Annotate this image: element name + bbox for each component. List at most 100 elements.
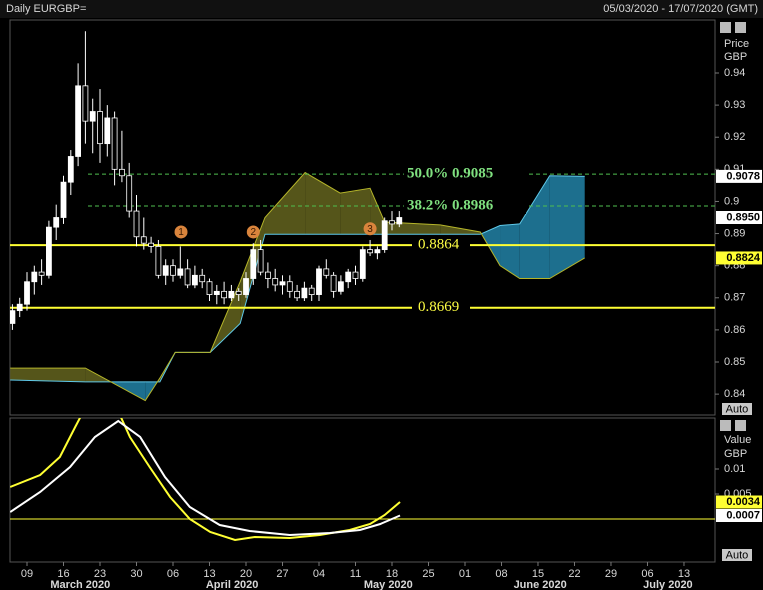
candle-body [367,249,373,254]
price-marker [716,495,762,509]
cloud-fill [264,172,306,235]
main-plot [10,31,715,402]
candle-body [279,281,286,286]
candle-body [24,281,30,305]
y-tick-label: 0.87 [724,292,745,304]
panel-icon[interactable] [720,22,731,33]
candle-body [308,287,315,295]
x-tick-label: 25 [422,568,434,580]
level-label: 0.8864 [418,237,460,253]
annotation-label: 1 [178,227,184,238]
y-tick-label: 0.01 [724,463,745,475]
x-tick-label: 30 [130,568,142,580]
candle-body [352,271,359,279]
y-tick-label: 0.92 [724,131,745,143]
x-tick-label: 20 [240,568,252,580]
candle-body [243,278,249,295]
x-tick-label: 09 [21,568,33,580]
cloud-fill [384,221,441,235]
price-marker-label: 0.8950 [726,211,760,223]
candle-body [16,303,23,312]
month-label: April 2020 [206,579,259,590]
candle-body [381,220,388,251]
price-marker-label: 0.0007 [726,509,760,521]
candle-body [213,290,220,295]
candle-body [184,268,191,286]
axis-title: Price [724,38,749,50]
candle-body [97,111,103,145]
candle-body [133,210,140,238]
close-icon[interactable] [735,420,746,431]
x-tick-label: 13 [203,568,215,580]
cloud-fill [340,188,371,235]
x-tick-label: 22 [568,568,580,580]
cloud-fill [370,188,385,235]
candle-body [148,242,155,247]
candle-body [10,310,16,324]
candle-body [140,236,147,244]
candle-body [235,290,242,295]
candle-body [155,246,162,276]
y-tick-label: 0.85 [724,356,745,368]
y-tick-label: 0.86 [724,324,745,336]
candle-body [323,268,330,276]
cloud-fill [519,175,550,279]
cloud-fill [549,175,585,279]
date-range: 05/03/2020 - 17/07/2020 (GMT) [603,3,758,15]
candle-body [228,290,235,299]
candle-body [221,290,227,299]
auto-button-label[interactable]: Auto [726,403,749,415]
fib-label: 38.2% 0.8986 [407,197,494,213]
candle-body [301,287,308,299]
candle-body [126,175,133,212]
x-tick-label: 29 [605,568,617,580]
auto-button[interactable] [722,549,752,561]
x-tick-label: 11 [350,568,361,580]
axis-title: Value [724,434,751,446]
main-panel [9,19,716,416]
close-icon[interactable] [735,22,746,33]
month-label: March 2020 [50,579,110,590]
price-marker [716,169,762,183]
price-marker [716,251,762,265]
candle-body [67,156,74,183]
candle-body [170,265,176,276]
panel-icon[interactable] [720,420,731,431]
candle-body [330,274,337,292]
auto-button[interactable] [722,403,752,415]
fib-label-bg [404,197,526,214]
chart-title: Daily EURGBP= [6,3,86,15]
cloud-fill [440,224,481,235]
y-tick-label: 0.93 [724,99,745,111]
fib-label-bg [404,166,526,183]
y-tick-label: 0.89 [724,227,745,239]
auto-button-label[interactable]: Auto [726,549,749,561]
annotation-circle [246,225,260,239]
y-tick-label: 0.94 [724,67,745,79]
overlay: 0.840.850.860.870.880.890.90.910.920.930… [21,67,762,590]
candle-body [316,268,322,295]
x-tick-label: 04 [313,568,325,580]
price-marker [716,509,762,522]
candle-body [374,249,381,254]
candle-body [257,249,264,273]
fib-label: 50.0% 0.9085 [407,166,493,182]
candle-body [111,117,118,170]
candle-body [177,268,184,276]
cloud-fill [500,223,520,279]
candle-body [199,274,206,283]
candle-body [206,281,213,295]
lower-plot [10,418,715,542]
candle-body [294,290,300,299]
annotation-circle [363,222,377,236]
candle-body [60,181,67,218]
axis-title: GBP [724,51,747,63]
x-tick-label: 01 [459,568,471,580]
month-label: July 2020 [643,579,693,590]
candle-body [119,168,125,177]
x-tick-label: 06 [167,568,179,580]
cloud-fill [305,172,341,235]
candle-body [389,220,395,225]
price-marker [716,211,762,224]
